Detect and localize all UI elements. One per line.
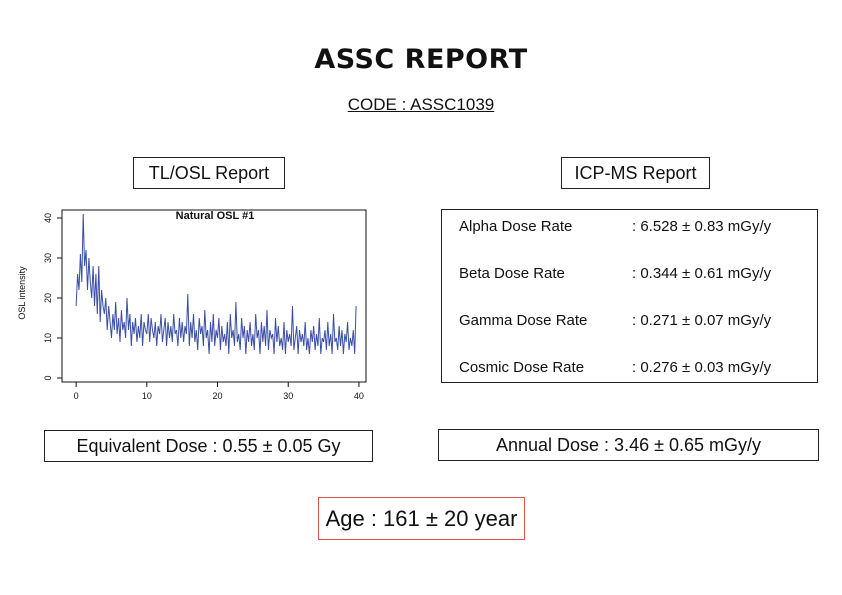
chart-y-tick-label: 40 [43, 213, 53, 223]
chart-y-tick-label: 0 [43, 375, 53, 380]
chart-plot-frame [61, 209, 367, 383]
chart-y-ticks: 0 10 20 30 40 [43, 213, 62, 381]
dose-row-value: : 0.276 ± 0.03 mGy/y [632, 359, 772, 376]
chart-x-tick-label: 30 [283, 391, 293, 401]
chart-x-tick-label: 20 [213, 391, 223, 401]
chart-frame [61, 209, 367, 383]
chart-y-axis-label: OSL intensity [17, 266, 27, 320]
dose-row-label: Alpha Dose Rate [459, 218, 573, 235]
dose-row-label: Beta Dose Rate [459, 265, 565, 282]
dose-rate-table: Alpha Dose Rate : 6.528 ± 0.83 mGy/y Bet… [441, 209, 818, 383]
chart-y-tick-label: 10 [43, 333, 53, 343]
icpms-section-label: ICP-MS Report [561, 157, 710, 189]
annual-dose-box: Annual Dose : 3.46 ± 0.65 mGy/y [438, 429, 819, 461]
report-title: ASSC REPORT [314, 44, 528, 75]
equivalent-dose-box: Equivalent Dose : 0.55 ± 0.05 Gy [44, 430, 373, 462]
dose-row-value: : 6.528 ± 0.83 mGy/y [632, 218, 772, 235]
chart-series-line [75, 213, 357, 355]
dose-row-value: : 0.271 ± 0.07 mGy/y [632, 312, 772, 329]
chart-x-tick-label: 10 [142, 391, 152, 401]
chart-x-tick-label: 40 [354, 391, 364, 401]
report-code: CODE : ASSC1039 [347, 95, 495, 114]
osl-chart: Natural OSL #1 OSL intensity 0 10 20 30 40 0… [17, 209, 367, 401]
dose-row-label: Gamma Dose Rate [459, 312, 588, 329]
chart-y-tick-label: 20 [43, 293, 53, 303]
age-result-box: Age : 161 ± 20 year [318, 497, 525, 540]
tlosl-section-label: TL/OSL Report [133, 157, 285, 189]
chart-x-tick-label: 0 [74, 391, 79, 401]
chart-y-tick-label: 30 [43, 253, 53, 263]
dose-row-value: : 0.344 ± 0.61 mGy/y [632, 265, 772, 282]
chart-x-ticks: 0 10 20 30 40 [74, 382, 364, 401]
chart-title: Natural OSL #1 [176, 210, 255, 222]
dose-row-label: Cosmic Dose Rate [459, 359, 585, 376]
